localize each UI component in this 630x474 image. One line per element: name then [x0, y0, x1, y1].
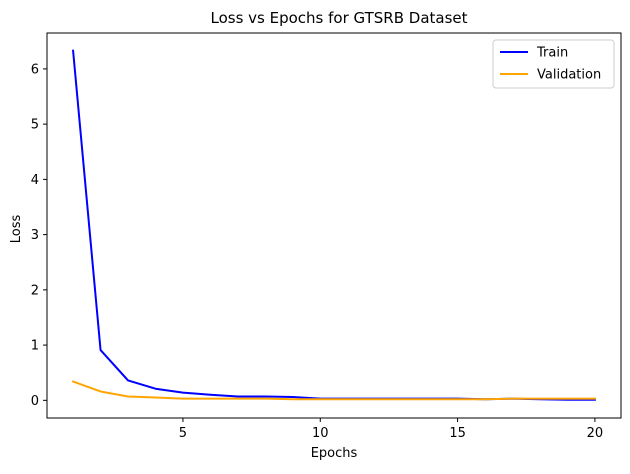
x-tick-label: 5 [179, 426, 187, 441]
chart-title: Loss vs Epochs for GTSRB Dataset [210, 9, 467, 27]
series-line-train [72, 49, 596, 401]
legend: Train Validation [492, 39, 615, 89]
x-tick-label: 15 [449, 426, 466, 441]
y-tick-label: 1 [31, 339, 39, 354]
legend-entry-label: Train [536, 46, 568, 61]
plot-frame [46, 32, 622, 419]
x-tick-label: 10 [312, 426, 329, 441]
plot-area: 5 10 15 20 0 1 2 3 4 5 6 [31, 32, 622, 441]
y-tick-label: 5 [31, 118, 39, 133]
y-tick-label: 3 [31, 228, 39, 243]
y-tick-label: 6 [31, 62, 39, 77]
y-tick-label: 4 [31, 173, 39, 188]
y-tick-label: 0 [31, 394, 39, 409]
y-tick-label: 2 [31, 283, 39, 298]
y-axis-label: Loss [9, 215, 24, 244]
x-axis-label: Epochs [311, 446, 358, 461]
series-line-validation [71, 380, 596, 401]
legend-entry-label: Validation [537, 68, 601, 83]
x-tick-label: 20 [587, 426, 604, 441]
